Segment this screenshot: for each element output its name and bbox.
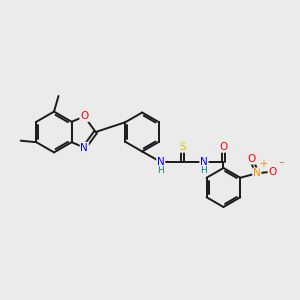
- Text: ⁻: ⁻: [278, 160, 284, 170]
- Text: N: N: [200, 157, 208, 167]
- Text: N: N: [253, 168, 261, 178]
- Text: S: S: [179, 142, 186, 152]
- Text: O: O: [80, 111, 88, 122]
- Text: +: +: [260, 159, 268, 169]
- Text: H: H: [201, 166, 207, 175]
- Text: O: O: [247, 154, 256, 164]
- Text: N: N: [80, 142, 88, 153]
- Text: H: H: [158, 166, 164, 175]
- Text: O: O: [219, 142, 228, 152]
- Text: N: N: [157, 157, 165, 167]
- Text: O: O: [268, 167, 277, 177]
